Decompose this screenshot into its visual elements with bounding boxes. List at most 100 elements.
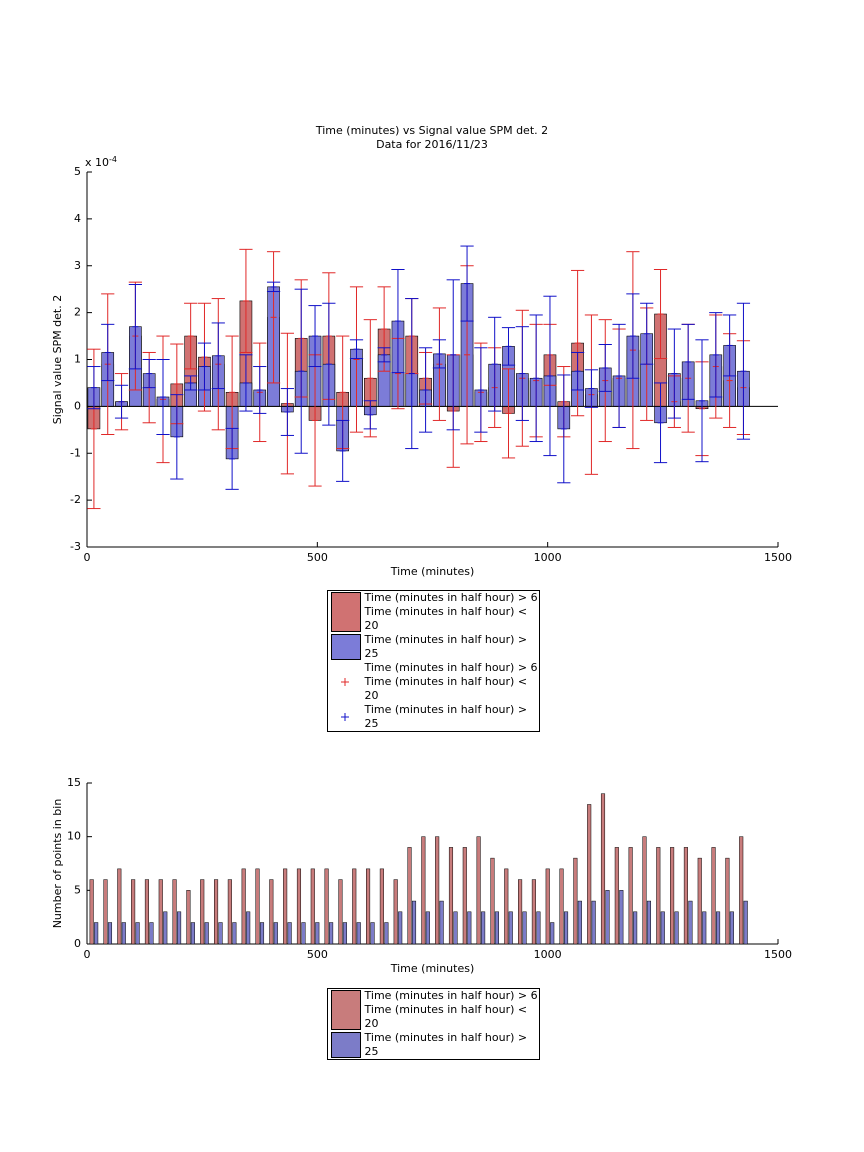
error-bar — [239, 354, 253, 412]
y-tick-label: 5 — [74, 883, 81, 896]
bar — [144, 879, 149, 945]
legend-marker — [331, 704, 361, 730]
error-bar — [667, 328, 681, 419]
legend-entry: Time (minutes in half hour) > 25 — [328, 1031, 539, 1059]
error-bar — [418, 347, 433, 433]
legend-label: Time (minutes in half hour) > 25 — [364, 633, 528, 660]
error-bar — [253, 366, 267, 414]
bar — [407, 847, 412, 945]
bar — [190, 922, 195, 945]
bar — [490, 857, 495, 945]
error-bar — [322, 302, 336, 426]
error-bar — [128, 284, 142, 370]
bar — [283, 868, 288, 945]
bar — [545, 868, 550, 945]
error-bar — [156, 359, 170, 435]
bar — [232, 922, 237, 945]
error-bar — [681, 323, 695, 400]
bar — [711, 847, 716, 945]
error-bar — [460, 245, 474, 322]
bar — [103, 879, 108, 945]
x-tick-label: 500 — [307, 551, 328, 564]
y-axis-label: Signal value SPM det. 2 — [51, 295, 64, 425]
error-bar — [405, 298, 419, 450]
error-bar — [184, 302, 198, 370]
y-tick-label: -2 — [70, 493, 81, 506]
error-bar — [391, 269, 405, 374]
legend-entry: Time (minutes in half hour) > 25 — [328, 703, 539, 731]
error-bar — [709, 312, 723, 398]
x-tick-label: 1500 — [764, 948, 792, 961]
bar — [476, 836, 481, 945]
legend-marker — [331, 662, 361, 702]
chart-title: Time (minutes) vs Signal value SPM det. … — [315, 124, 548, 137]
error-bar — [142, 359, 156, 389]
error-bar — [474, 347, 488, 433]
x-tick-label: 0 — [84, 551, 91, 564]
y-tick-label: 2 — [74, 306, 81, 319]
bar — [688, 900, 693, 945]
bar — [342, 922, 347, 945]
legend-patch — [330, 634, 361, 660]
bar — [163, 911, 168, 945]
bar — [453, 911, 458, 945]
y-tick-label: 0 — [74, 937, 81, 950]
legend-entry: Time (minutes in half hour) > 6 Time (mi… — [328, 989, 539, 1031]
bar — [241, 868, 246, 945]
legend-entry: Time (minutes in half hour) > 6 Time (mi… — [328, 661, 539, 703]
error-bar — [529, 314, 543, 443]
error-bar — [736, 302, 751, 440]
bar — [89, 879, 94, 945]
error-bar — [695, 339, 709, 463]
error-bar — [446, 279, 460, 431]
bar — [605, 890, 610, 945]
error-bar — [377, 347, 391, 363]
bar — [315, 922, 320, 945]
error-bar — [501, 327, 516, 366]
bar — [508, 911, 513, 945]
error-bar — [225, 427, 239, 490]
error-bar — [280, 388, 295, 436]
x-tick-label: 1500 — [764, 551, 792, 564]
error-bar — [432, 339, 447, 369]
bar — [660, 911, 665, 945]
bar — [563, 911, 569, 945]
bar — [435, 836, 440, 945]
bar — [356, 922, 361, 945]
bar — [352, 868, 357, 945]
bar — [494, 911, 499, 945]
bar — [107, 922, 113, 945]
y-tick-label: 15 — [67, 776, 81, 789]
x-tick-label: 500 — [307, 948, 328, 961]
error-bar — [557, 374, 571, 484]
bar — [467, 911, 472, 945]
error-bar — [598, 344, 612, 392]
error-bar — [515, 326, 529, 421]
x-axis-label: Time (minutes) — [390, 962, 475, 975]
bar — [296, 868, 302, 945]
y-tick-label: 4 — [74, 212, 81, 225]
y-multiplier: x 10-4 — [85, 155, 117, 170]
bar — [725, 857, 730, 945]
y-tick-label: -3 — [70, 540, 81, 553]
error-bar — [266, 281, 281, 293]
bar — [172, 879, 177, 945]
bar — [227, 879, 232, 945]
bar — [600, 793, 606, 945]
bar — [739, 836, 744, 945]
y-tick-label: -1 — [70, 446, 81, 459]
y-tick-label: 0 — [74, 399, 81, 412]
error-bar — [584, 369, 599, 408]
bar — [200, 879, 205, 945]
y-tick-label: 5 — [74, 165, 81, 178]
legend-patch — [330, 990, 361, 1030]
bar — [269, 879, 274, 945]
x-tick-label: 1000 — [534, 551, 562, 564]
bar — [324, 868, 329, 945]
bar — [425, 911, 430, 945]
error-bar — [266, 251, 281, 384]
bar — [338, 879, 343, 945]
x-axis-label: Time (minutes) — [390, 565, 475, 578]
bar — [674, 911, 679, 945]
x-tick-label: 1000 — [534, 948, 562, 961]
